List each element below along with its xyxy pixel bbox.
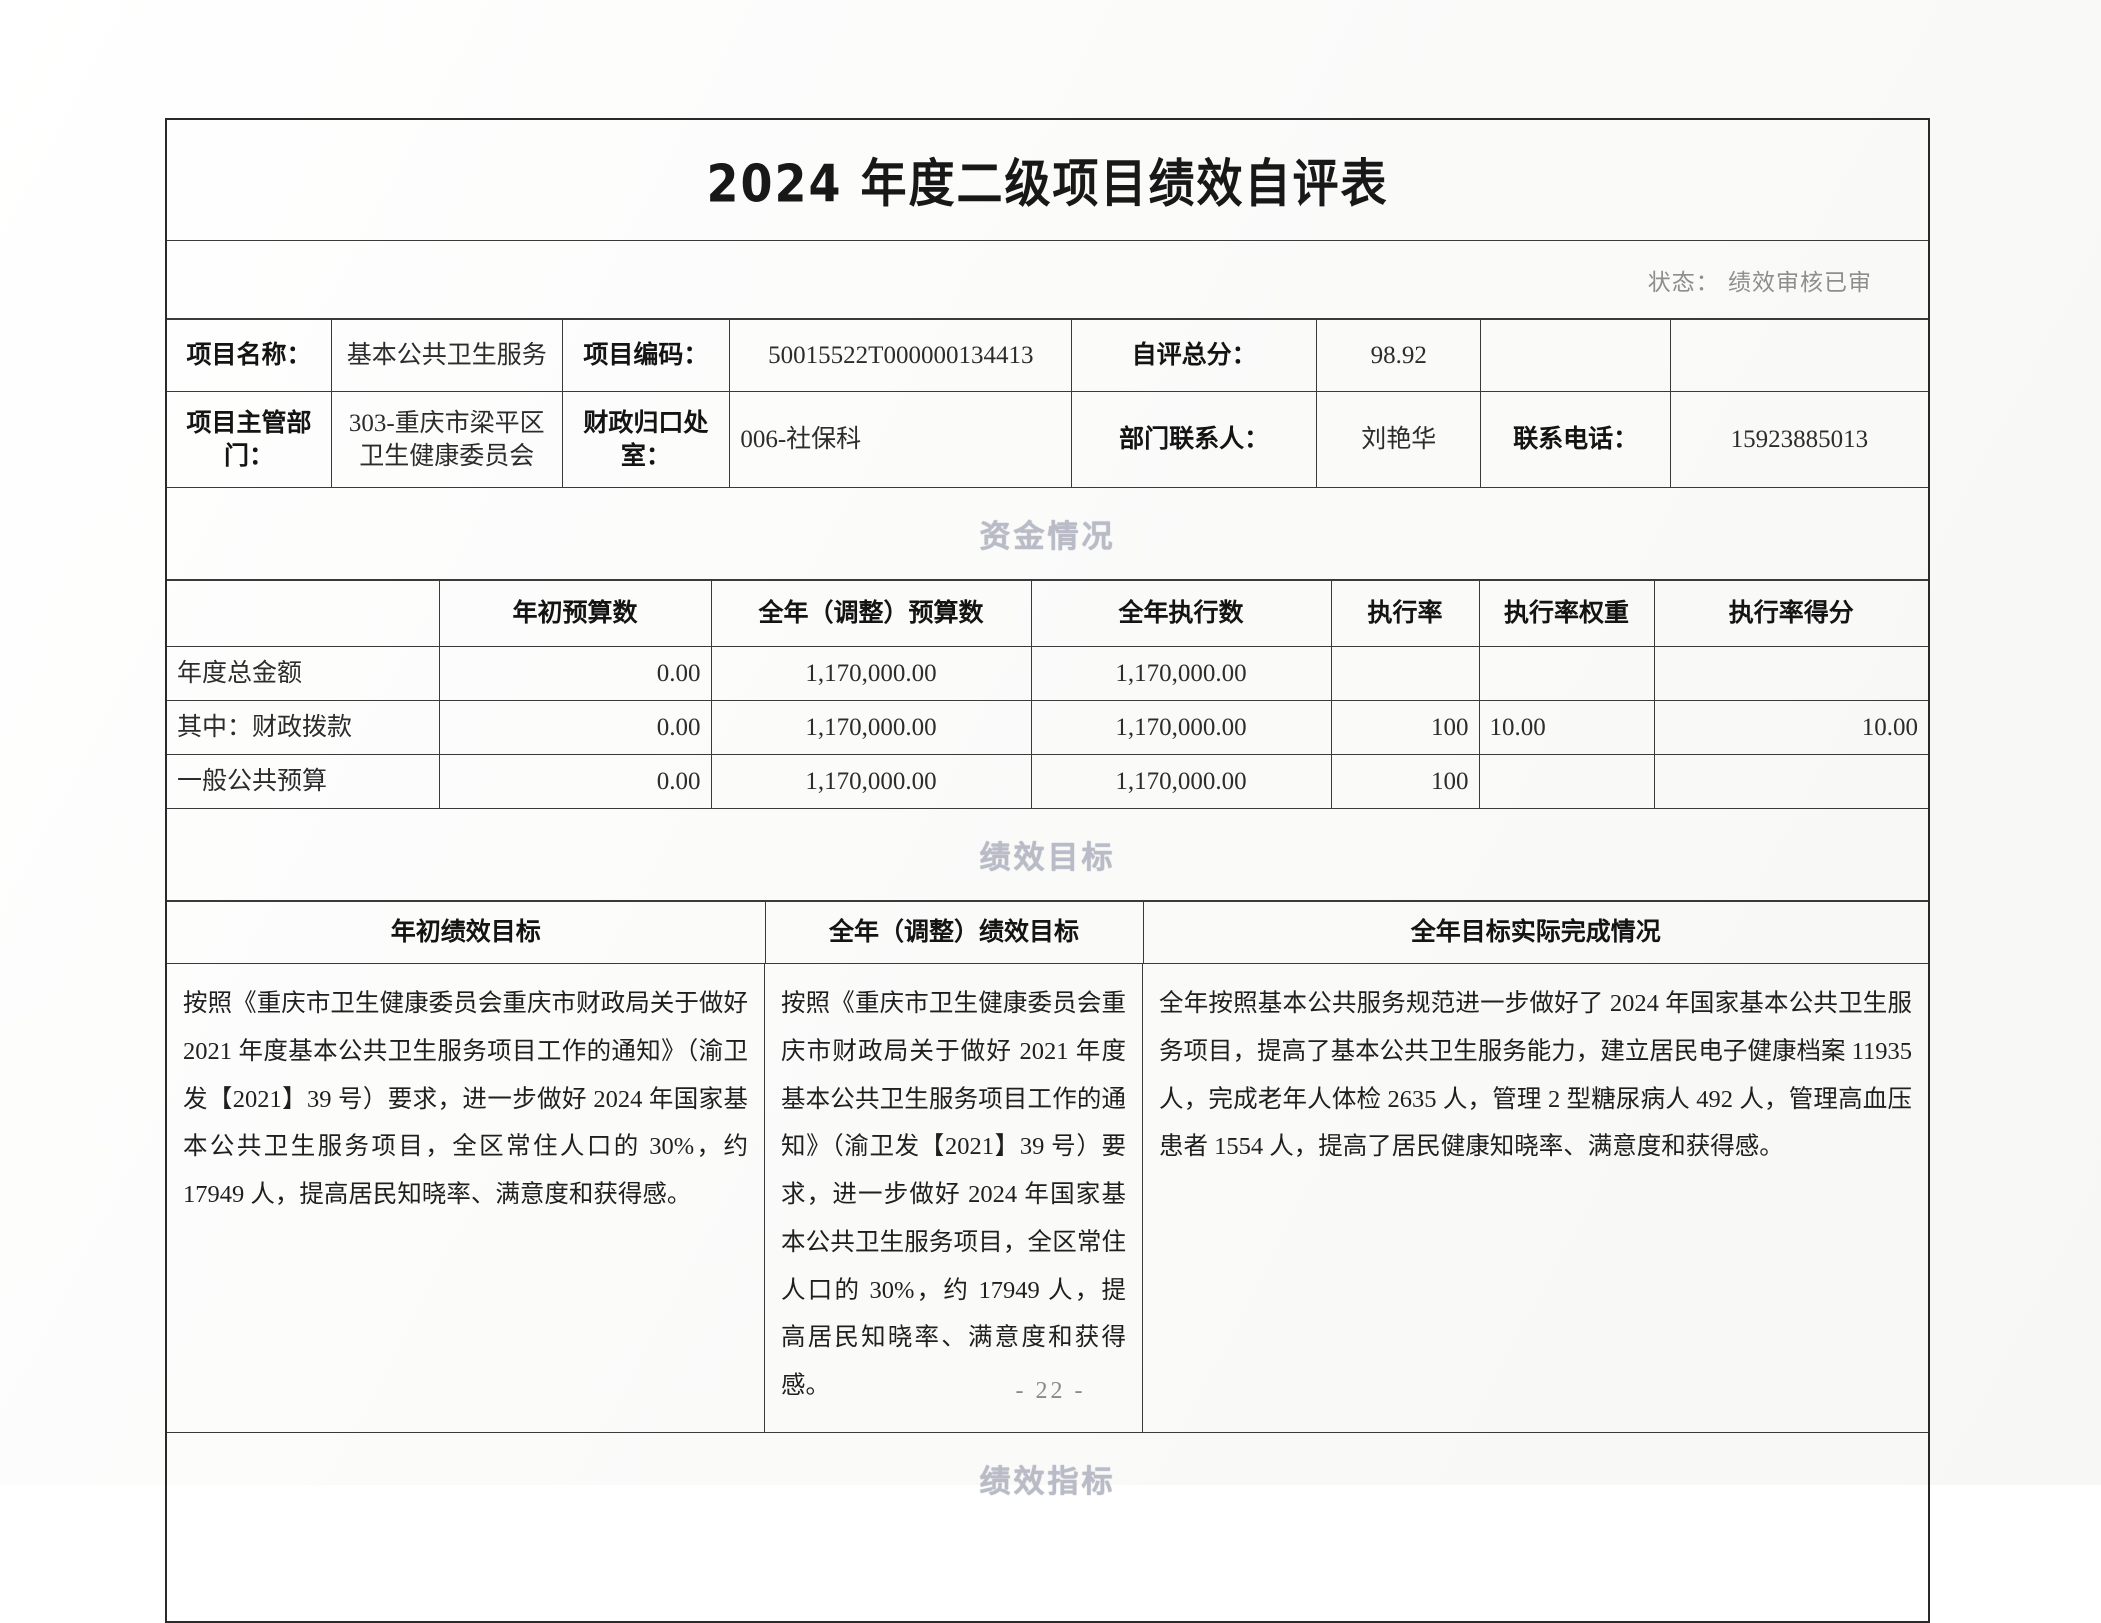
funding-row-label: 年度总金额 bbox=[167, 646, 440, 701]
funding-row-label: 一般公共预算 bbox=[167, 754, 440, 809]
indicators-empty-band bbox=[167, 1525, 1928, 1621]
table-row: 年度总金额 0.00 1,170,000.00 1,170,000.00 bbox=[167, 646, 1928, 701]
funding-rate-weight bbox=[1478, 754, 1655, 809]
funding-rate-score: 10.00 bbox=[1653, 700, 1928, 755]
status-badge: 状态： 绩效审核已审 bbox=[1647, 269, 1872, 296]
funding-section-band: 资金情况 bbox=[167, 488, 1928, 580]
table-row: 项目主管部门： 303-重庆市梁平区卫生健康委员会 财政归口处室： 006-社保… bbox=[167, 391, 1928, 488]
self-score-label: 自评总分： bbox=[1071, 319, 1317, 392]
finance-office-label: 财政归口处室： bbox=[561, 391, 731, 488]
table-header-row: 年初预算数 全年（调整）预算数 全年执行数 执行率 执行率权重 执行率得分 bbox=[167, 580, 1928, 647]
funding-execution-rate bbox=[1330, 646, 1480, 701]
table-row: 项目名称： 基本公共卫生服务 项目编码： 50015522T0000001344… bbox=[167, 319, 1928, 392]
supervising-dept-value: 303-重庆市梁平区卫生健康委员会 bbox=[331, 391, 563, 488]
status-band: 状态： 绩效审核已审 bbox=[167, 241, 1928, 319]
self-evaluation-form: 2024 年度二级项目绩效自评表 状态： 绩效审核已审 项目名称： 基本公共卫生 bbox=[165, 118, 1930, 1623]
goals-section-band: 绩效目标 bbox=[167, 809, 1928, 901]
funding-rate-score bbox=[1653, 646, 1928, 701]
contact-phone-value: 15923885013 bbox=[1669, 391, 1928, 488]
goals-initial-cell: 按照《重庆市卫生健康委员会重庆市财政局关于做好 2021 年度基本公共卫生服务项… bbox=[167, 964, 765, 1432]
goals-header-initial: 年初绩效目标 bbox=[167, 901, 766, 964]
indicators-section-band: 绩效指标 bbox=[167, 1433, 1928, 1525]
project-code-value: 50015522T000000134413 bbox=[729, 319, 1073, 392]
funding-execution-rate: 100 bbox=[1330, 700, 1480, 755]
funding-initial-budget: 0.00 bbox=[438, 700, 712, 755]
finance-office-value: 006-社保科 bbox=[729, 391, 1073, 488]
funding-row-label: 其中：财政拨款 bbox=[167, 700, 440, 755]
funding-execution-rate: 100 bbox=[1330, 754, 1480, 809]
page-title: 2024 年度二级项目绩效自评表 bbox=[706, 153, 1389, 214]
funding-executed: 1,170,000.00 bbox=[1030, 754, 1332, 809]
funding-header-adjusted-budget: 全年（调整）预算数 bbox=[710, 580, 1032, 647]
funding-adjusted-budget: 1,170,000.00 bbox=[710, 754, 1032, 809]
project-code-label: 项目编码： bbox=[561, 319, 731, 392]
goals-header-actual: 全年目标实际完成情况 bbox=[1142, 901, 1928, 964]
goals-section-title: 绩效目标 bbox=[979, 840, 1116, 876]
goals-body: 按照《重庆市卫生健康委员会重庆市财政局关于做好 2021 年度基本公共卫生服务项… bbox=[167, 964, 1928, 1433]
funding-header-execution-rate: 执行率 bbox=[1330, 580, 1480, 647]
funding-adjusted-budget: 1,170,000.00 bbox=[710, 700, 1032, 755]
funding-adjusted-budget: 1,170,000.00 bbox=[710, 646, 1032, 701]
funding-header-rate-score: 执行率得分 bbox=[1653, 580, 1928, 647]
title-band: 2024 年度二级项目绩效自评表 bbox=[167, 120, 1928, 241]
funding-header-executed: 全年执行数 bbox=[1030, 580, 1332, 647]
funding-executed: 1,170,000.00 bbox=[1030, 646, 1332, 701]
funding-header-0 bbox=[167, 580, 440, 647]
funding-initial-budget: 0.00 bbox=[438, 646, 712, 701]
funding-section-title: 资金情况 bbox=[979, 519, 1116, 555]
goals-actual-cell: 全年按照基本公共服务规范进一步做好了 2024 年国家基本公共卫生服务项目，提高… bbox=[1143, 964, 1928, 1432]
table-row: 一般公共预算 0.00 1,170,000.00 1,170,000.00 10… bbox=[167, 754, 1928, 809]
goals-header-table: 年初绩效目标 全年（调整）绩效目标 全年目标实际完成情况 bbox=[167, 901, 1928, 964]
self-score-value: 98.92 bbox=[1315, 319, 1482, 392]
goals-initial-text: 按照《重庆市卫生健康委员会重庆市财政局关于做好 2021 年度基本公共卫生服务项… bbox=[183, 990, 748, 1209]
goals-header-adjusted: 全年（调整）绩效目标 bbox=[764, 901, 1144, 964]
goals-adjusted-text: 按照《重庆市卫生健康委员会重庆市财政局关于做好 2021 年度基本公共卫生服务项… bbox=[781, 990, 1126, 1400]
contact-phone-label: 联系电话： bbox=[1480, 391, 1671, 488]
page-number: - 22 - bbox=[1015, 1378, 1086, 1404]
project-name-label: 项目名称： bbox=[167, 319, 333, 392]
project-info-table: 项目名称： 基本公共卫生服务 项目编码： 50015522T0000001344… bbox=[167, 319, 1928, 488]
table-row: 其中：财政拨款 0.00 1,170,000.00 1,170,000.00 1… bbox=[167, 700, 1928, 755]
table-header-row: 年初绩效目标 全年（调整）绩效目标 全年目标实际完成情况 bbox=[167, 901, 1928, 964]
indicators-section-title: 绩效指标 bbox=[979, 1464, 1116, 1501]
funding-header-rate-weight: 执行率权重 bbox=[1478, 580, 1655, 647]
funding-table: 年初预算数 全年（调整）预算数 全年执行数 执行率 执行率权重 执行率得分 年度… bbox=[167, 580, 1928, 809]
funding-initial-budget: 0.00 bbox=[438, 754, 712, 809]
empty-cell-b bbox=[1669, 319, 1928, 392]
supervising-dept-label: 项目主管部门： bbox=[167, 391, 333, 488]
funding-header-initial-budget: 年初预算数 bbox=[438, 580, 712, 647]
funding-executed: 1,170,000.00 bbox=[1030, 700, 1332, 755]
goals-actual-text: 全年按照基本公共服务规范进一步做好了 2024 年国家基本公共卫生服务项目，提高… bbox=[1159, 990, 1912, 1161]
project-name-value: 基本公共卫生服务 bbox=[331, 319, 563, 392]
funding-rate-weight: 10.00 bbox=[1478, 700, 1655, 755]
contact-person-label: 部门联系人： bbox=[1071, 391, 1317, 488]
empty-cell-a bbox=[1480, 319, 1671, 392]
contact-person-value: 刘艳华 bbox=[1315, 391, 1482, 488]
goals-adjusted-cell: 按照《重庆市卫生健康委员会重庆市财政局关于做好 2021 年度基本公共卫生服务项… bbox=[765, 964, 1143, 1432]
funding-rate-score bbox=[1653, 754, 1928, 809]
funding-rate-weight bbox=[1478, 646, 1655, 701]
